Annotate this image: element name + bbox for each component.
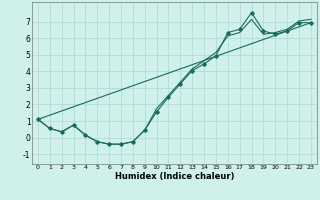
X-axis label: Humidex (Indice chaleur): Humidex (Indice chaleur) [115, 172, 234, 181]
